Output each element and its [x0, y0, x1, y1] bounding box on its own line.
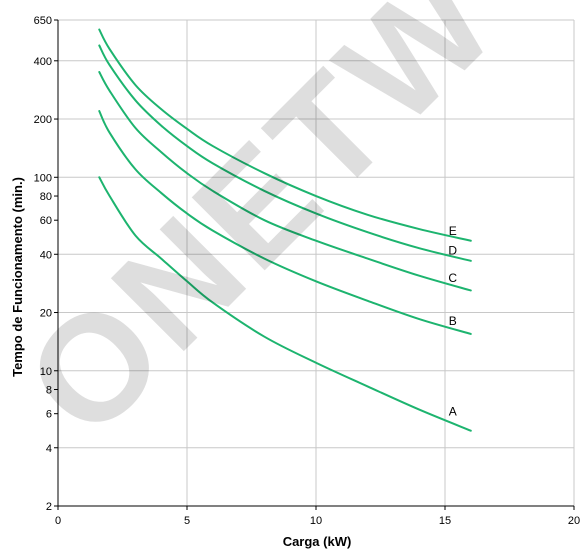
y-tick-label: 100	[34, 172, 52, 184]
series-label-e: E	[449, 224, 457, 238]
y-tick-label: 10	[40, 366, 52, 378]
x-axis-title: Carga (kW)	[283, 534, 352, 549]
series-labels: A B CDE	[448, 224, 457, 419]
series-line-c	[98, 71, 472, 292]
series-line-b	[98, 110, 472, 335]
series-label-b: B	[449, 314, 457, 328]
y-tick-label: 2	[46, 501, 52, 513]
x-tick-label: 0	[55, 515, 61, 527]
series-label-d: D	[448, 243, 457, 257]
y-tick-label: 20	[40, 308, 52, 320]
series-label-c: C	[448, 271, 457, 285]
y-tick-label: 60	[40, 215, 52, 227]
tick-labels: 0 5 10 15 20 2 4 6 8 10 20 40 60 80 100 200 400 650	[34, 15, 580, 527]
x-tick-label: 15	[439, 515, 451, 527]
series-line-e	[98, 28, 472, 242]
y-axis-title: Tempo de Funcionamento (min.)	[10, 177, 25, 377]
series-label-a: A	[449, 405, 457, 419]
y-tick-label: 4	[46, 443, 52, 455]
y-tick-label: 650	[34, 15, 52, 27]
series-lines	[98, 28, 472, 432]
x-tick-label: 10	[310, 515, 322, 527]
x-tick-label: 20	[568, 515, 580, 527]
y-tick-label: 400	[34, 56, 52, 68]
y-tick-label: 6	[46, 409, 52, 421]
y-tick-label: 8	[46, 385, 52, 397]
y-tick-label: 80	[40, 191, 52, 203]
y-tick-label: 40	[40, 249, 52, 261]
x-tick-label: 5	[184, 515, 190, 527]
series-line-a	[98, 176, 472, 432]
series-line-d	[98, 44, 472, 262]
gridlines	[58, 19, 575, 506]
y-tick-label: 200	[34, 114, 52, 126]
